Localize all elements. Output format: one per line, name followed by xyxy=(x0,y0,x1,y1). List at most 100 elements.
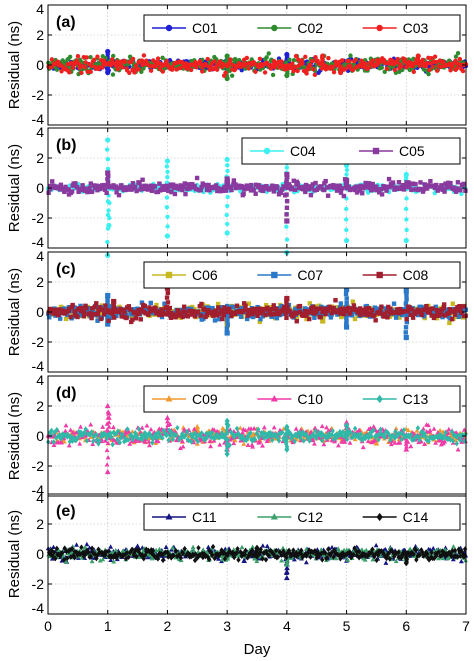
data-point xyxy=(192,183,197,189)
data-point xyxy=(111,424,116,430)
data-point xyxy=(274,315,280,321)
data-point xyxy=(75,54,81,59)
data-point xyxy=(209,430,215,436)
data-point xyxy=(231,182,236,187)
data-point xyxy=(69,433,74,440)
data-point xyxy=(127,184,133,189)
data-point xyxy=(252,436,258,443)
data-point xyxy=(136,426,142,432)
data-point xyxy=(181,184,186,190)
data-point xyxy=(165,290,171,295)
data-point xyxy=(138,435,143,442)
data-point xyxy=(95,318,100,323)
data-point xyxy=(77,313,83,318)
data-point xyxy=(448,68,453,73)
data-point xyxy=(304,431,309,438)
data-point xyxy=(260,314,265,319)
data-point xyxy=(333,298,338,303)
data-point xyxy=(403,288,409,294)
data-point xyxy=(164,195,170,200)
data-point xyxy=(412,306,418,312)
data-point xyxy=(271,424,277,430)
data-point xyxy=(404,297,409,302)
data-point xyxy=(107,215,112,221)
data-point xyxy=(439,183,444,188)
data-point xyxy=(352,425,358,432)
data-point xyxy=(418,438,424,444)
data-point xyxy=(405,308,410,314)
data-point xyxy=(430,306,435,311)
data-point xyxy=(260,431,265,438)
data-point xyxy=(378,187,384,192)
data-point xyxy=(420,57,425,63)
panel-label: (d) xyxy=(56,385,76,402)
data-point xyxy=(54,426,60,433)
data-point xyxy=(189,312,195,317)
data-point xyxy=(108,557,114,563)
data-point xyxy=(404,316,409,322)
data-point xyxy=(350,67,356,73)
data-point xyxy=(57,432,62,438)
data-point xyxy=(344,321,349,327)
data-point xyxy=(105,68,110,74)
data-point xyxy=(185,186,190,192)
data-point xyxy=(49,57,55,62)
data-point xyxy=(285,427,290,434)
series-c05 xyxy=(46,170,468,224)
data-point xyxy=(180,314,185,320)
data-point xyxy=(81,310,86,315)
data-point xyxy=(191,426,197,431)
data-point xyxy=(356,427,362,433)
data-point xyxy=(257,185,262,190)
data-point xyxy=(63,559,69,564)
data-point xyxy=(389,58,395,63)
data-point xyxy=(307,316,312,322)
data-point xyxy=(258,187,263,193)
data-point xyxy=(110,311,115,316)
data-point xyxy=(167,305,173,311)
data-point xyxy=(281,185,287,190)
data-point xyxy=(145,187,151,192)
data-point xyxy=(284,237,290,242)
data-point xyxy=(260,543,266,548)
data-point xyxy=(338,190,344,195)
data-point xyxy=(177,445,183,451)
data-point xyxy=(404,175,409,180)
data-point xyxy=(329,310,334,316)
data-point xyxy=(303,54,308,60)
data-point xyxy=(385,315,390,320)
data-point xyxy=(364,308,370,313)
data-point xyxy=(284,171,290,178)
data-point xyxy=(397,440,403,445)
series-group xyxy=(45,541,469,581)
data-point xyxy=(49,556,55,561)
data-point xyxy=(62,189,67,195)
data-point xyxy=(432,54,438,59)
data-point xyxy=(454,434,460,440)
data-point xyxy=(154,63,159,68)
data-point xyxy=(301,429,306,436)
data-point xyxy=(190,309,196,314)
data-point xyxy=(301,437,306,444)
data-point xyxy=(292,64,298,70)
data-point xyxy=(398,430,403,437)
data-point xyxy=(395,60,400,65)
data-point xyxy=(303,189,308,195)
data-point xyxy=(272,65,278,70)
data-point xyxy=(90,306,95,311)
legend-box xyxy=(143,261,461,289)
data-point xyxy=(88,69,93,75)
data-point xyxy=(56,312,61,317)
data-point xyxy=(419,312,425,318)
data-point xyxy=(166,309,171,315)
data-point xyxy=(344,179,349,185)
data-point xyxy=(83,60,88,65)
data-point xyxy=(186,437,191,444)
legend-marker xyxy=(165,24,173,32)
data-point xyxy=(223,188,229,193)
data-point xyxy=(455,50,461,56)
data-point xyxy=(284,443,290,450)
data-point xyxy=(105,170,111,176)
data-point xyxy=(117,439,123,446)
data-point xyxy=(177,186,183,192)
